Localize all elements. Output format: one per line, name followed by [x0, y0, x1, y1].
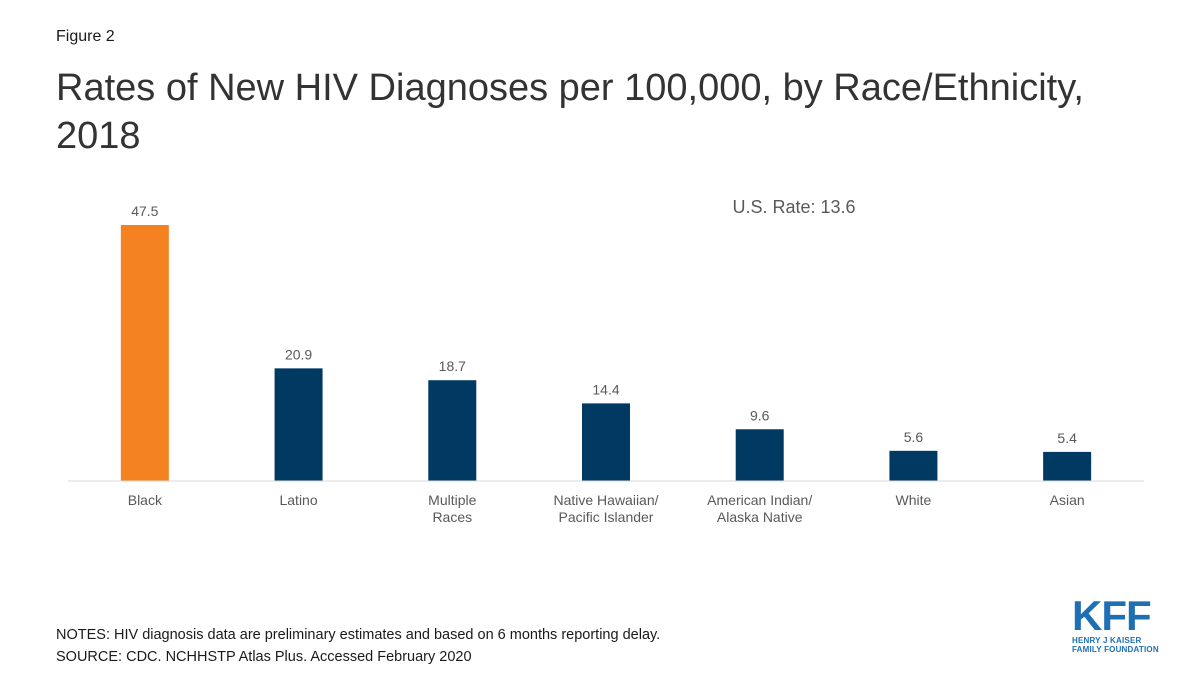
category-label-5: White	[896, 492, 932, 508]
value-label-3: 14.4	[592, 381, 619, 397]
bar-1	[274, 368, 323, 481]
logo-line-1: HENRY J KAISER	[1072, 636, 1142, 645]
figure-label: Figure 2	[56, 28, 115, 45]
source-text: SOURCE: CDC. NCHHSTP Atlas Plus. Accesse…	[56, 649, 472, 665]
bar-5	[889, 450, 938, 481]
category-label-1: Latino	[279, 492, 317, 508]
bar-chart: 47.5 20.9 18.7 14.4 9.6 5.6 5.4 Black Latino Mul…	[68, 197, 1144, 525]
notes-block: NOTES: HIV diagnosis data are preliminar…	[56, 624, 660, 668]
category-label-2: Multiple Races	[428, 492, 476, 525]
kff-logo: KFF HENRY J KAISER FAMILY FOUNDATION	[1072, 592, 1162, 655]
chart-title: Rates of New HIV Diagnoses per 100,000, …	[56, 67, 1084, 157]
value-labels-group: 47.5 20.9 18.7 14.4 9.6 5.6 5.4	[131, 203, 1077, 446]
value-label-5: 5.6	[904, 429, 924, 445]
bar-3	[582, 403, 630, 481]
logo-line-2: FAMILY FOUNDATION	[1072, 645, 1159, 654]
category-label-3: Native Hawaiian/Pacific Islander	[553, 492, 658, 525]
value-label-1: 20.9	[285, 346, 312, 362]
value-label-6: 5.4	[1057, 430, 1077, 446]
bar-4	[735, 429, 784, 481]
logo-mark: KFF	[1072, 592, 1152, 639]
bar-2	[428, 380, 477, 481]
category-labels-group: Black Latino Multiple Races Native Hawaiian/…	[128, 492, 1085, 525]
bars-group	[120, 225, 1092, 481]
us-rate-annotation: U.S. Rate: 13.6	[732, 197, 855, 217]
value-label-2: 18.7	[439, 358, 466, 374]
bar-0	[120, 225, 169, 481]
bar-6	[1043, 451, 1092, 481]
value-label-4: 9.6	[750, 407, 770, 423]
value-label-0: 47.5	[131, 203, 158, 219]
category-label-6: Asian	[1050, 492, 1085, 508]
category-label-0: Black	[128, 492, 163, 508]
notes-text: NOTES: HIV diagnosis data are preliminar…	[56, 627, 661, 643]
category-label-4: American Indian/Alaska Native	[707, 492, 812, 525]
